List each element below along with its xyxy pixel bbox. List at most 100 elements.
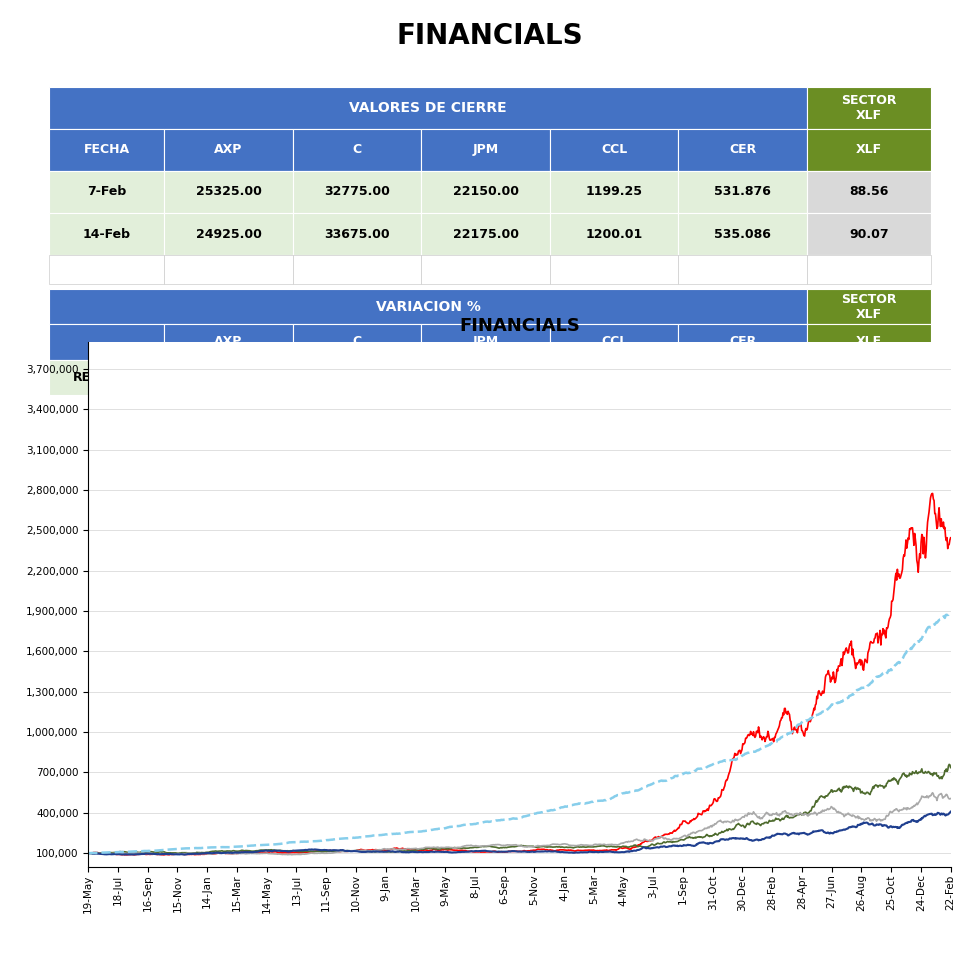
CER [82,847,94,859]
Bar [421,129,550,170]
Bar [807,129,931,170]
CCL [197,847,209,859]
Text: CCL: CCL [601,335,627,349]
Text: SECTOR
XLF: SECTOR XLF [841,93,897,121]
Bar [49,359,165,395]
Bar [49,170,165,213]
Bar [807,255,931,284]
Bar [807,289,931,325]
JPM [536,840,548,851]
Text: JPM: JPM [472,143,499,156]
Text: 0.11%: 0.11% [464,371,508,383]
Text: 90.07: 90.07 [849,227,889,241]
Text: XLF: XLF [856,335,882,349]
Line: CER: CER [88,612,951,853]
AXP [158,849,170,861]
Text: 14-Feb: 14-Feb [82,227,130,241]
CER [373,829,385,841]
CCL [178,848,190,860]
Bar [165,255,293,284]
Bar [293,255,421,284]
Text: 7-Feb: 7-Feb [87,186,126,198]
Line: AXP: AXP [88,493,951,855]
Text: 88.56: 88.56 [850,186,889,198]
Text: XLF: XLF [856,143,882,156]
C [197,846,209,858]
Bar [678,255,807,284]
Bar [678,129,807,170]
C [85,847,97,859]
Text: CER: CER [729,335,757,349]
Text: 22150.00: 22150.00 [453,186,518,198]
Bar [49,289,807,325]
Text: JPM: JPM [472,335,499,349]
JPM [927,787,939,798]
Text: RETORNO: RETORNO [73,371,140,383]
Bar [421,255,550,284]
Bar [550,325,678,359]
CCL [457,846,468,858]
JPM [945,793,956,804]
Bar [421,325,550,359]
CER [535,806,547,818]
Text: FINANCIALS: FINANCIALS [397,22,583,50]
Bar [49,325,165,359]
Bar [293,325,421,359]
Bar [49,213,165,255]
Line: JPM: JPM [88,793,951,855]
CER [227,841,239,852]
Text: 531.876: 531.876 [714,186,771,198]
AXP [197,848,209,860]
Bar [807,359,931,395]
Line: C: C [88,765,951,853]
CCL [536,846,548,857]
C [228,845,240,856]
AXP [457,845,468,856]
Bar [550,255,678,284]
Text: 535.086: 535.086 [714,227,771,241]
Bar [421,170,550,213]
JPM [227,847,239,859]
Bar [550,170,678,213]
Text: C: C [353,143,362,156]
Text: -1.58%: -1.58% [204,371,253,383]
AXP [927,487,939,499]
Bar [550,213,678,255]
Bar [550,359,678,395]
JPM [286,849,298,861]
Bar [807,170,931,213]
Bar [421,359,550,395]
Text: CCL: CCL [601,143,627,156]
Bar [807,213,931,255]
Bar [678,359,807,395]
CER [197,842,209,853]
Bar [678,325,807,359]
CCL [554,846,565,858]
Bar [49,129,165,170]
Bar [165,170,293,213]
Text: 32775.00: 32775.00 [324,186,390,198]
Bar [293,213,421,255]
C [554,842,565,853]
CCL [373,846,385,857]
Bar [293,170,421,213]
Bar [807,325,931,359]
Line: CCL: CCL [88,812,951,854]
Bar [678,213,807,255]
Text: 22175.00: 22175.00 [453,227,518,241]
Bar [678,170,807,213]
CCL [82,847,94,859]
Text: 0.063%: 0.063% [588,371,640,383]
AXP [82,847,94,859]
Bar [165,129,293,170]
JPM [457,841,468,852]
Text: 0.603%: 0.603% [716,371,768,383]
Text: 24925.00: 24925.00 [196,227,262,241]
JPM [82,847,94,859]
Title: FINANCIALS: FINANCIALS [459,317,580,335]
Text: 25325.00: 25325.00 [196,186,262,198]
CER [945,606,956,617]
Text: 1200.01: 1200.01 [585,227,643,241]
Text: VARIACION %: VARIACION % [375,299,480,314]
CCL [228,846,240,858]
